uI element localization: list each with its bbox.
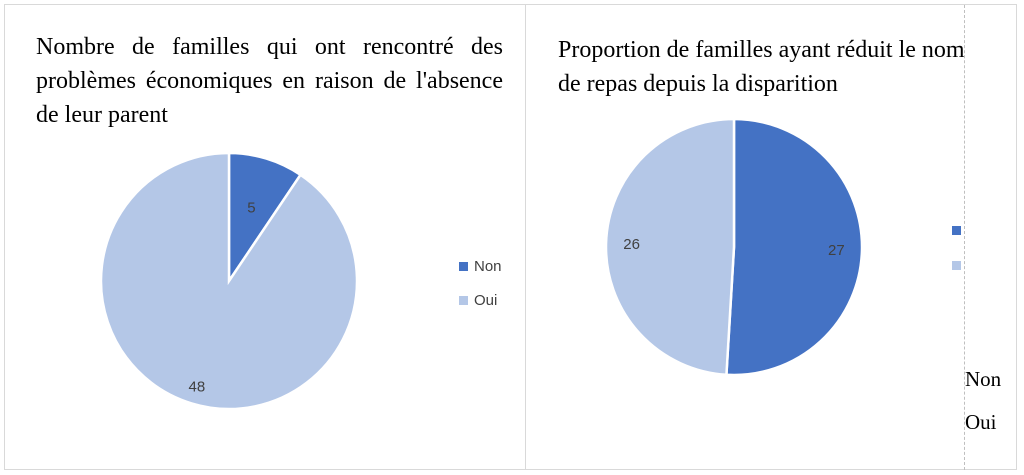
chart-panel-reduced-meals: Proportion de familles ayant réduit le n… (527, 5, 964, 470)
pie-slice-oui (604, 117, 736, 377)
data-label-non: 5 (247, 200, 255, 217)
chart-title: Nombre de familles qui ont rencontré des… (36, 34, 503, 128)
legend-swatch-oui (459, 296, 468, 305)
data-label-oui: 48 (189, 378, 206, 395)
pie-chart-reduced-meals: 27 26 (604, 117, 864, 377)
pie-slice-oui (99, 151, 359, 411)
chart-title: Proportion de familles ayant réduit le n… (558, 37, 964, 97)
page-frame (4, 4, 1017, 470)
chart-panel-economic-problems: Nombre de familles qui ont rencontré des… (5, 5, 526, 470)
legend-swatch-non (459, 262, 468, 271)
legend-item-oui: Oui (459, 292, 497, 309)
data-label-non: 27 (828, 242, 845, 259)
page-boundary-line (964, 5, 965, 470)
pie-slice-non (725, 117, 864, 377)
data-label-oui: 26 (623, 236, 640, 253)
legend-item-non: Non (459, 258, 502, 275)
legend-label-oui: Oui (474, 292, 498, 309)
pie-chart-economic-problems: 5 48 (99, 151, 359, 411)
legend-label-non-overflow: Non (965, 367, 1002, 391)
legend-swatch-non (952, 226, 961, 235)
legend-label-oui-overflow: Oui (965, 410, 997, 434)
legend-label-non: Non (474, 258, 502, 275)
pie-slice-non (227, 151, 303, 286)
legend-swatch-oui (952, 261, 961, 270)
